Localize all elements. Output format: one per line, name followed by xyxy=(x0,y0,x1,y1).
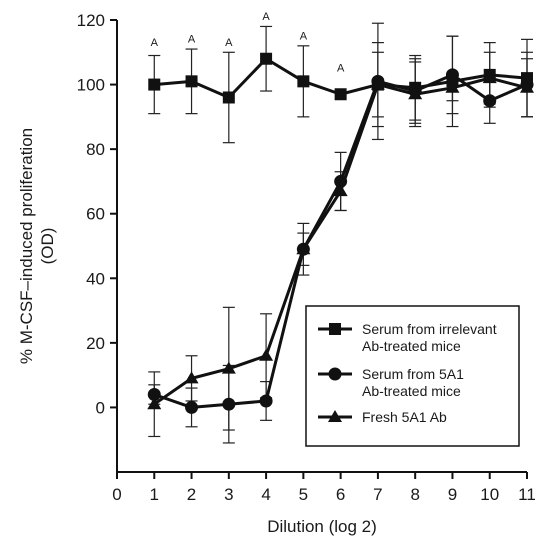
triangle-marker xyxy=(333,184,348,197)
x-tick-label: 0 xyxy=(112,485,121,504)
annotations: A A A A A A xyxy=(151,11,345,75)
triangle-marker xyxy=(520,80,534,93)
circle-marker xyxy=(445,68,459,82)
y-tick-label: 120 xyxy=(77,11,105,30)
series-markers xyxy=(147,52,534,414)
triangle-marker xyxy=(259,348,274,361)
x-tick-label: 2 xyxy=(187,485,196,504)
circle-marker xyxy=(483,94,497,108)
y-tick-label: 40 xyxy=(86,269,105,288)
triangle-marker xyxy=(408,87,423,100)
circle-marker xyxy=(185,400,199,414)
annotation-label: A xyxy=(262,11,270,23)
x-tick-label: 9 xyxy=(448,485,457,504)
annotation-label: A xyxy=(337,63,345,75)
annotation-label: A xyxy=(151,37,159,49)
triangle-marker xyxy=(482,71,497,84)
legend-label: Serum from 5A1 xyxy=(362,366,464,382)
y-tick-label: 60 xyxy=(86,205,105,224)
triangle-marker xyxy=(445,80,460,93)
y-axis-title-line: (OD) xyxy=(38,228,57,265)
x-tick-label: 4 xyxy=(261,485,270,504)
square-marker xyxy=(334,88,347,101)
circle-marker xyxy=(334,174,348,188)
triangle-marker xyxy=(328,410,342,422)
x-tick-label: 1 xyxy=(150,485,159,504)
square-marker xyxy=(222,91,235,104)
circle-marker xyxy=(222,397,236,411)
legend-label: Fresh 5A1 Ab xyxy=(362,409,447,425)
annotation-label: A xyxy=(300,30,308,42)
y-axis-title: % M-CSF–induced proliferation (OD) xyxy=(17,128,57,364)
x-tick-label: 7 xyxy=(373,485,382,504)
legend-label: Serum from irrelevant xyxy=(362,321,497,337)
triangle-marker xyxy=(296,242,311,255)
circle-marker xyxy=(259,394,273,408)
y-tick-label: 80 xyxy=(86,140,105,159)
x-tick-label: 5 xyxy=(299,485,308,504)
square-marker xyxy=(260,52,273,65)
y-tick-label: 20 xyxy=(86,334,105,353)
square-marker xyxy=(185,75,198,88)
axes: 0 20 40 60 80 100 120 0 1 2 3 4 5 6 7 8 9 10 11 Dilution (l… xyxy=(17,11,536,536)
square-marker xyxy=(148,78,161,91)
x-tick-label: 11 xyxy=(518,485,536,504)
triangle-marker xyxy=(370,77,385,90)
triangle-marker xyxy=(184,371,199,384)
y-axis-title-line: % M-CSF–induced proliferation xyxy=(17,128,36,364)
circle-marker xyxy=(147,388,161,402)
square-marker xyxy=(297,75,310,88)
legend-label: Ab-treated mice xyxy=(362,338,461,354)
square-marker xyxy=(329,323,341,335)
legend-label: Ab-treated mice xyxy=(362,383,461,399)
annotation-label: A xyxy=(225,37,233,49)
x-tick-label: 3 xyxy=(224,485,233,504)
x-tick-label: 10 xyxy=(480,485,499,504)
triangle-marker xyxy=(147,397,162,410)
circle-marker xyxy=(328,367,342,381)
triangle-marker xyxy=(221,361,236,374)
x-tick-label: 8 xyxy=(410,485,419,504)
y-tick-label: 100 xyxy=(77,76,105,95)
x-tick-label: 6 xyxy=(336,485,345,504)
annotation-label: A xyxy=(188,34,196,46)
y-tick-label: 0 xyxy=(96,398,105,417)
x-axis-title: Dilution (log 2) xyxy=(267,517,377,536)
